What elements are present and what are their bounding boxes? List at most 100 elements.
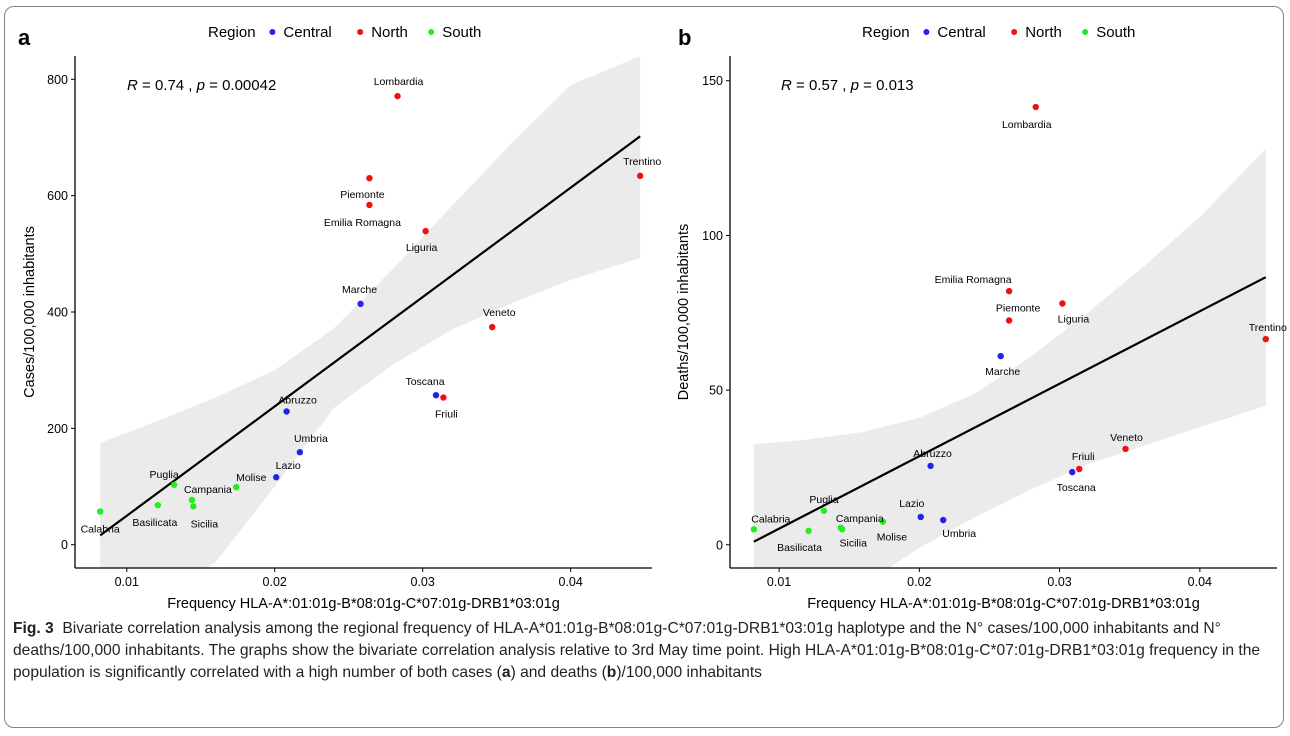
caption-ref-b: b [607, 664, 617, 681]
y-tick-label: 200 [47, 422, 68, 436]
point-label: Lazio [276, 460, 301, 472]
point-label: Calabria [751, 513, 790, 525]
point-label: Emilia Romagna [324, 217, 401, 229]
confidence-band [754, 149, 1266, 618]
correlation-stat: R = 0.74 , p = 0.00042 [127, 77, 276, 94]
legend-label-central: Central [937, 24, 985, 41]
legend-label-central: Central [283, 24, 331, 41]
y-axis-label: Deaths/100,000 inhabitants [676, 224, 692, 401]
data-point [1069, 469, 1075, 475]
legend-title: Region [862, 24, 910, 41]
legend-label-north: North [371, 24, 408, 41]
point-label: Molise [877, 532, 908, 544]
data-point [394, 93, 400, 99]
x-tick-label: 0.01 [115, 575, 139, 589]
data-point [273, 474, 279, 480]
data-point [997, 353, 1003, 359]
legend-title: Region [208, 24, 256, 41]
data-point [1263, 336, 1269, 342]
caption-ref-a: a [502, 664, 511, 681]
point-label: Trentino [1249, 322, 1287, 334]
stat-p-label: p [850, 77, 859, 94]
point-label: Toscana [1057, 482, 1096, 494]
point-label: Toscana [405, 376, 444, 388]
caption-text-2: ) and deaths ( [511, 664, 607, 681]
data-point [1076, 466, 1082, 472]
point-label: Campania [836, 513, 884, 525]
stat-r-value: = 0.57 , [792, 77, 851, 94]
point-label: Marche [985, 366, 1020, 378]
data-point [927, 463, 933, 469]
point-label: Lombardia [374, 76, 424, 88]
point-label: Basilicata [777, 542, 822, 554]
point-label: Umbria [294, 433, 328, 445]
point-label: Campania [184, 484, 232, 496]
data-point [1122, 446, 1128, 452]
x-tick-label: 0.03 [411, 575, 435, 589]
point-label: Veneto [1110, 432, 1143, 444]
point-label: Lazio [899, 498, 924, 510]
data-point [1059, 300, 1065, 306]
y-tick-label: 400 [47, 306, 68, 320]
legend-marker-north [1011, 29, 1017, 35]
data-point [422, 228, 428, 234]
point-label: Liguria [406, 242, 438, 254]
legend-marker-central [269, 29, 275, 35]
point-label: Abruzzo [913, 448, 952, 460]
legend-label-south: South [442, 24, 481, 41]
legend-marker-south [428, 29, 434, 35]
data-point [821, 508, 827, 514]
data-point [297, 449, 303, 455]
y-tick-label: 800 [47, 73, 68, 87]
panel-b-chart: b Region Central North South 0.01 0.02 0.03 0.04… [676, 24, 1287, 618]
stat-r-label: R [127, 77, 138, 94]
figure-label: Fig. 3 [13, 620, 54, 637]
y-axis-label: Cases/100,000 inhabitants [22, 226, 38, 398]
legend-marker-south [1082, 29, 1088, 35]
legend-label-south: South [1096, 24, 1135, 41]
x-tick-label: 0.04 [558, 575, 582, 589]
data-point [283, 408, 289, 414]
figure-caption: Fig. 3 Bivariate correlation analysis am… [13, 618, 1275, 684]
data-point [366, 175, 372, 181]
legend-marker-central [923, 29, 929, 35]
stat-p-value: = 0.013 [859, 77, 914, 94]
point-label: Umbria [942, 528, 976, 540]
point-label: Basilicata [132, 517, 177, 529]
data-point [839, 526, 845, 532]
data-point [1006, 317, 1012, 323]
data-point [171, 482, 177, 488]
data-point [155, 502, 161, 508]
point-label: Piemonte [996, 303, 1041, 315]
y-tick-label: 0 [716, 538, 723, 552]
data-point [433, 392, 439, 398]
y-tick-label: 600 [47, 189, 68, 203]
figure-canvas: a Region Central North South0.01 0.02 0.03 0.04… [0, 0, 1290, 618]
data-point [805, 528, 811, 534]
x-tick-label: 0.03 [1047, 575, 1071, 589]
x-tick-label: 0.02 [907, 575, 931, 589]
data-point [366, 202, 372, 208]
point-label: Sicilia [191, 518, 219, 530]
point-label: Veneto [483, 307, 516, 319]
panel-letter: b [678, 25, 691, 50]
data-point [637, 173, 643, 179]
legend-label-north: North [1025, 24, 1062, 41]
point-label: Emilia Romagna [935, 274, 1012, 286]
data-point [940, 517, 946, 523]
stat-p-label: p [196, 77, 205, 94]
data-point [1006, 288, 1012, 294]
point-label: Sicilia [839, 537, 867, 549]
y-tick-label: 0 [61, 538, 68, 552]
point-label: Marche [342, 284, 377, 296]
point-label: Lombardia [1002, 119, 1052, 131]
x-axis-label: Frequency HLA-A*:01:01g-B*08:01g-C*07:01… [167, 596, 560, 612]
y-tick-label: 100 [702, 229, 723, 243]
legend-marker-north [357, 29, 363, 35]
data-point [489, 324, 495, 330]
data-point [97, 508, 103, 514]
data-point [190, 503, 196, 509]
y-tick-label: 150 [702, 74, 723, 88]
caption-text-3: )/100,000 inhabitants [616, 664, 762, 681]
stat-p-value: = 0.00042 [205, 77, 276, 94]
